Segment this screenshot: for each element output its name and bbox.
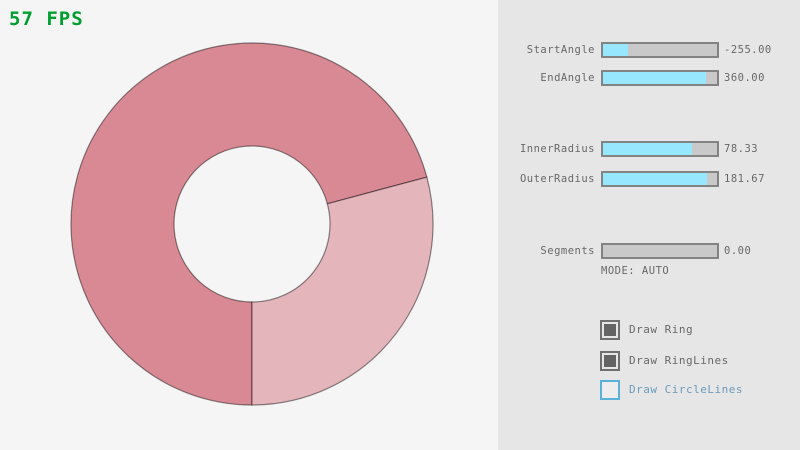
segments-slider[interactable] <box>601 243 719 259</box>
checkmark-fill-icon <box>604 355 616 367</box>
endangle-slider-fill <box>603 72 706 84</box>
endangle-value: 360.00 <box>724 72 765 84</box>
innerradius-slider-fill <box>603 143 693 155</box>
endangle-label: EndAngle <box>540 72 595 84</box>
ring-sector-overlap <box>70 42 428 406</box>
slider-row-segments: Segments 0.00 <box>498 243 800 259</box>
segments-label: Segments <box>540 245 595 257</box>
innerradius-value: 78.33 <box>724 143 759 155</box>
checkbox-icon[interactable] <box>600 320 620 340</box>
startangle-slider[interactable] <box>601 42 719 58</box>
outerradius-slider[interactable] <box>601 171 719 187</box>
endangle-slider[interactable] <box>601 70 719 86</box>
checkbox-icon[interactable] <box>600 380 620 400</box>
outerradius-label: OuterRadius <box>519 173 595 185</box>
startangle-slider-fill <box>603 44 628 56</box>
fps-counter: 57 FPS <box>9 8 84 30</box>
checkmark-fill-icon <box>604 324 616 336</box>
checkbox-draw-ringlines-label: Draw RingLines <box>629 354 729 367</box>
slider-row-innerradius: InnerRadius 78.33 <box>498 141 800 157</box>
outerradius-value: 181.67 <box>724 173 765 185</box>
canvas-area <box>70 42 434 406</box>
ring-sector-single <box>251 176 434 406</box>
innerradius-slider[interactable] <box>601 141 719 157</box>
segments-value: 0.00 <box>724 245 752 257</box>
ring-chart <box>70 42 434 406</box>
outerradius-slider-fill <box>603 173 707 185</box>
startangle-label: StartAngle <box>526 44 595 56</box>
checkbox-icon[interactable] <box>600 351 620 371</box>
mode-status-text: MODE: AUTO <box>601 265 670 277</box>
slider-row-startangle: StartAngle -255.00 <box>498 42 800 58</box>
checkbox-draw-circlelines-label: Draw CircleLines <box>629 383 743 396</box>
slider-row-outerradius: OuterRadius 181.67 <box>498 171 800 187</box>
checkbox-draw-ring-label: Draw Ring <box>629 323 694 336</box>
innerradius-label: InnerRadius <box>519 143 595 155</box>
startangle-value: -255.00 <box>724 44 772 56</box>
slider-row-endangle: EndAngle 360.00 <box>498 70 800 86</box>
control-panel: StartAngle -255.00 EndAngle 360.00 Inner… <box>498 0 800 450</box>
